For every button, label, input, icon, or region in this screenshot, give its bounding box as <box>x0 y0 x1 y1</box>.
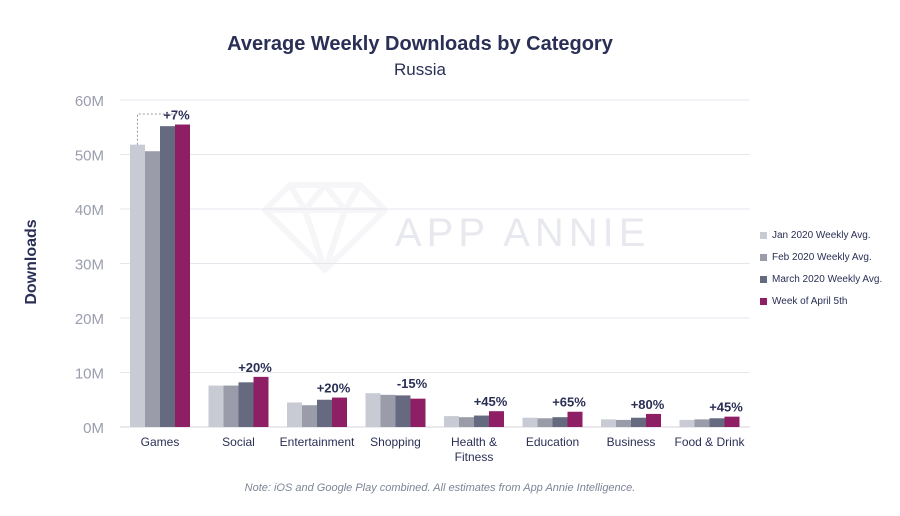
x-tick-label: Food & Drink <box>674 435 745 449</box>
change-label: +45% <box>474 394 508 409</box>
bar <box>694 419 710 427</box>
y-tick-label: 20M <box>75 311 104 328</box>
legend-label: March 2020 Weekly Avg. <box>772 273 883 285</box>
bar <box>537 418 553 427</box>
x-tick-label: Health & <box>451 435 497 449</box>
legend-label: Jan 2020 Weekly Avg. <box>772 229 871 241</box>
change-label: +7% <box>163 108 190 123</box>
y-tick-label: 60M <box>75 93 104 110</box>
bar <box>567 411 583 427</box>
watermark-logo <box>262 182 388 273</box>
x-tick-label: Business <box>607 435 656 449</box>
bar <box>646 413 661 427</box>
bar <box>601 419 616 427</box>
legend-item: March 2020 Weekly Avg. <box>760 268 882 290</box>
bar <box>332 397 347 427</box>
chart-legend: Jan 2020 Weekly Avg. Feb 2020 Weekly Avg.… <box>760 224 882 312</box>
bar <box>160 126 175 427</box>
bar <box>238 382 254 427</box>
bar <box>444 416 459 427</box>
bar <box>365 393 381 427</box>
change-label: +20% <box>317 381 351 396</box>
bar <box>474 415 489 427</box>
bar <box>380 394 396 427</box>
x-tick-label: Games <box>141 435 180 449</box>
x-tick-label: Education <box>526 435 579 449</box>
bar <box>489 411 504 427</box>
x-tick-label: Fitness <box>455 450 494 464</box>
legend-item: Jan 2020 Weekly Avg. <box>760 224 882 246</box>
bar <box>616 419 631 427</box>
y-tick-label: 0M <box>83 420 104 437</box>
bar <box>130 144 145 427</box>
bar <box>552 417 568 427</box>
legend-item: Week of April 5th <box>760 290 882 312</box>
chart-subtitle: Russia <box>394 60 446 79</box>
legend-swatch <box>760 253 767 261</box>
legend-swatch <box>760 297 767 305</box>
bar <box>679 419 695 427</box>
bar <box>302 405 317 427</box>
bar <box>522 417 538 427</box>
bar <box>145 151 160 428</box>
footnote: Note: iOS and Google Play combined. All … <box>244 482 636 494</box>
bar <box>395 395 411 427</box>
bar <box>724 416 740 427</box>
legend-swatch <box>760 275 767 283</box>
legend-label: Week of April 5th <box>772 295 848 307</box>
bar <box>223 385 239 427</box>
bar <box>208 385 224 427</box>
bar <box>175 124 190 428</box>
y-tick-label: 50M <box>75 148 104 165</box>
watermark-text: APP ANNIE <box>395 211 650 255</box>
bar <box>709 418 725 427</box>
bar <box>253 376 269 427</box>
x-tick-label: Entertainment <box>280 435 355 449</box>
y-tick-label: 40M <box>75 202 104 219</box>
bar <box>317 399 332 427</box>
change-label: -15% <box>397 376 428 391</box>
y-tick-label: 30M <box>75 257 104 274</box>
watermark-gem-icon <box>262 182 388 273</box>
x-tick-label: Shopping <box>370 435 421 449</box>
bar <box>287 402 302 427</box>
y-tick-label: 10M <box>75 366 104 383</box>
chart-title: Average Weekly Downloads by Category <box>227 33 613 55</box>
bar <box>459 417 474 427</box>
x-tick-label: Social <box>222 435 255 449</box>
bar <box>631 417 646 427</box>
change-label: +65% <box>552 395 586 410</box>
legend-label: Feb 2020 Weekly Avg. <box>772 251 872 263</box>
change-label: +80% <box>631 397 665 412</box>
change-label: +20% <box>238 360 272 375</box>
legend-swatch <box>760 231 767 239</box>
bar <box>410 398 426 427</box>
legend-item: Feb 2020 Weekly Avg. <box>760 246 882 268</box>
change-label: +45% <box>709 400 743 415</box>
